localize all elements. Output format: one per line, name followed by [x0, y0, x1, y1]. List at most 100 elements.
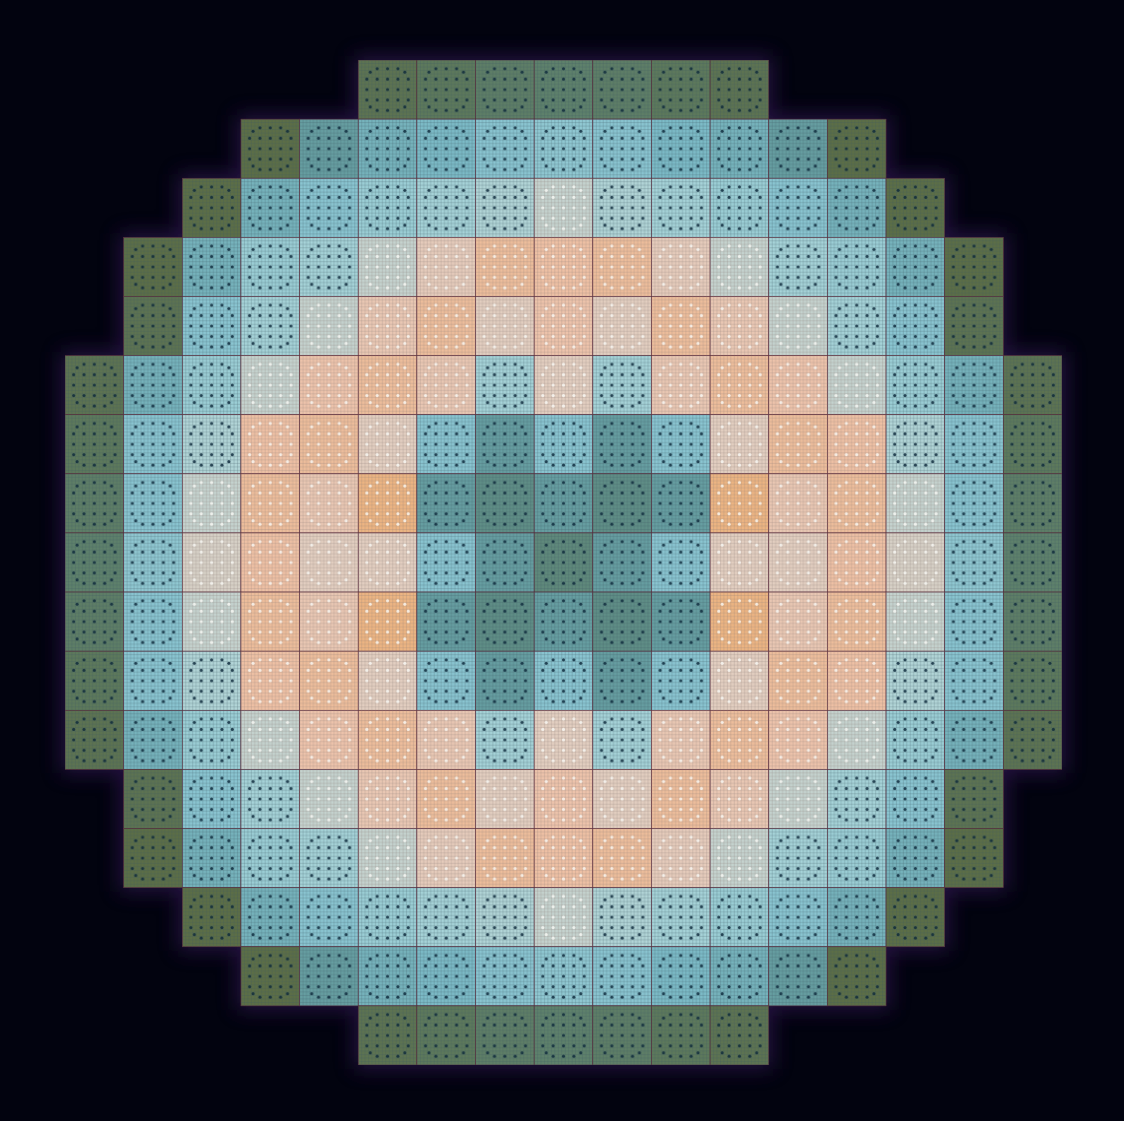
pin-lattice: [651, 592, 710, 651]
pin-lattice: [300, 237, 359, 296]
assembly-cell: [827, 533, 886, 592]
pin-lattice: [182, 178, 241, 237]
halo-cell: [706, 647, 773, 714]
pin-lattice: [182, 769, 241, 828]
halo-cell: [882, 825, 949, 892]
assembly-cell: [182, 888, 241, 947]
halo-cell: [706, 56, 773, 123]
pin-lattice: [241, 710, 300, 769]
pin-lattice: [945, 474, 1004, 533]
assembly-cell: [593, 119, 652, 178]
assembly-cell: [651, 947, 710, 1006]
assembly-cell: [124, 651, 183, 710]
pin-lattice: [534, 1006, 593, 1065]
halo-cell: [823, 825, 890, 892]
assembly-cell: [358, 651, 417, 710]
pin-lattice: [945, 651, 1004, 710]
pin-lattice: [182, 533, 241, 592]
assembly-cell: [945, 474, 1004, 533]
pin-lattice: [651, 178, 710, 237]
assembly-cell: [827, 119, 886, 178]
pin-lattice: [769, 710, 828, 769]
assembly-cell: [651, 178, 710, 237]
pin-lattice: [593, 592, 652, 651]
pin-lattice: [476, 474, 535, 533]
halo-cell: [941, 647, 1008, 714]
halo-cell: [647, 1002, 714, 1069]
pin-lattice: [300, 947, 359, 1006]
halo-cell: [413, 884, 480, 951]
assembly-cell: [182, 592, 241, 651]
pin-lattice: [593, 829, 652, 888]
assembly-cell: [124, 710, 183, 769]
halo-cell: [413, 588, 480, 655]
assembly-cell: [417, 474, 476, 533]
assembly-cell: [476, 1006, 535, 1065]
assembly-cell: [534, 178, 593, 237]
halo-cell: [296, 706, 363, 773]
pin-lattice: [886, 237, 945, 296]
pin-lattice: [886, 651, 945, 710]
assembly-cell: [124, 237, 183, 296]
halo-cell: [296, 470, 363, 537]
pin-lattice: [417, 237, 476, 296]
pin-lattice: [769, 415, 828, 474]
assembly-cell: [827, 415, 886, 474]
halo-cell: [647, 825, 714, 892]
assembly-cell: [651, 119, 710, 178]
halo-cell: [530, 56, 597, 123]
halo-cell: [237, 529, 304, 596]
pin-lattice: [827, 296, 886, 355]
pin-lattice: [358, 947, 417, 1006]
halo-cell: [765, 174, 832, 241]
halo-cell: [472, 706, 539, 773]
halo-cell: [882, 647, 949, 714]
assembly-cell: [124, 356, 183, 415]
pin-lattice: [886, 415, 945, 474]
halo-cell: [589, 56, 656, 123]
assembly-cell: [1003, 356, 1062, 415]
halo-cell: [823, 884, 890, 951]
assembly-cell: [65, 415, 124, 474]
pin-lattice: [65, 710, 124, 769]
halo-cell: [354, 825, 421, 892]
pin-lattice: [769, 651, 828, 710]
halo-cell: [647, 115, 714, 182]
assembly-cell: [1003, 474, 1062, 533]
halo-cell: [413, 765, 480, 832]
halo-cell: [237, 765, 304, 832]
assembly-cell: [827, 829, 886, 888]
halo-cell: [882, 174, 949, 241]
assembly-cell: [945, 769, 1004, 828]
assembly-cell: [945, 296, 1004, 355]
pin-lattice: [593, 769, 652, 828]
pin-lattice: [945, 356, 1004, 415]
halo-cell: [237, 588, 304, 655]
pin-lattice: [534, 60, 593, 119]
halo-cell: [120, 647, 187, 714]
halo-cell: [296, 943, 363, 1010]
halo-cell: [178, 765, 245, 832]
assembly-cell: [358, 237, 417, 296]
pin-lattice: [300, 769, 359, 828]
halo-cell: [823, 765, 890, 832]
halo-cell: [706, 706, 773, 773]
pin-lattice: [241, 651, 300, 710]
assembly-cell: [241, 415, 300, 474]
halo-cell: [823, 292, 890, 359]
assembly-cell: [593, 60, 652, 119]
pin-lattice: [710, 710, 769, 769]
halo-cell: [589, 352, 656, 419]
assembly-cell: [65, 356, 124, 415]
assembly-cell: [534, 356, 593, 415]
pin-lattice: [65, 651, 124, 710]
pin-lattice: [417, 888, 476, 947]
assembly-cell: [358, 592, 417, 651]
assembly-cell: [358, 356, 417, 415]
pin-lattice: [593, 237, 652, 296]
pin-lattice: [476, 533, 535, 592]
pin-lattice: [182, 356, 241, 415]
assembly-cell: [534, 888, 593, 947]
pin-lattice: [241, 178, 300, 237]
halo-cell: [706, 352, 773, 419]
